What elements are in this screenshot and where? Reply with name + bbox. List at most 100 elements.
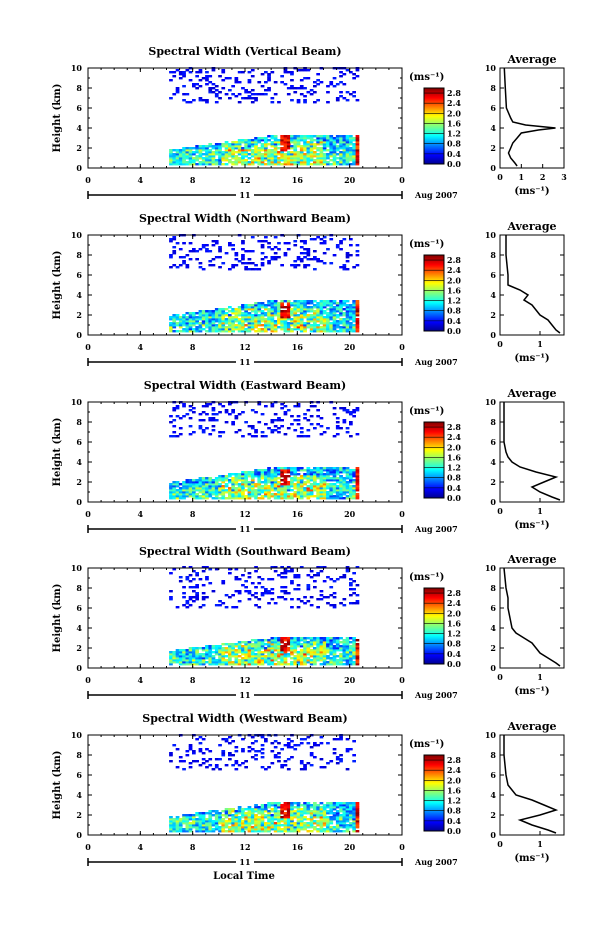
heatmap-cell	[260, 736, 265, 739]
heatmap-cell	[273, 302, 278, 305]
heatmap-cell	[322, 810, 327, 813]
heatmap-cell	[345, 320, 350, 323]
heatmap-cell	[283, 153, 288, 156]
heatmap-cell	[211, 655, 216, 658]
heatmap-cell	[264, 592, 268, 595]
heatmap-cell	[277, 820, 281, 823]
heatmap-cell	[293, 483, 298, 486]
heatmap-cell	[231, 324, 235, 327]
heatmap-cell	[205, 481, 209, 484]
heatmap-cell	[234, 157, 239, 160]
heatmap-cell	[306, 153, 311, 156]
heatmap-cell	[319, 643, 324, 646]
heatmap-cell	[349, 481, 353, 484]
heatmap-cell	[260, 320, 265, 323]
heatmap-cell	[250, 663, 255, 666]
heatmap-cell	[273, 304, 278, 307]
heatmap-cell	[349, 487, 353, 490]
heatmap-cell	[192, 655, 196, 658]
average-x-tick-label: 1	[537, 339, 543, 349]
heatmap-cell	[198, 161, 203, 164]
heatmap-cell	[201, 604, 206, 607]
heatmap-cell	[332, 497, 337, 500]
heatmap-cell	[319, 471, 324, 474]
heatmap-cell	[260, 306, 265, 309]
y-tick-label: 6	[76, 603, 82, 613]
heatmap-cell	[208, 758, 213, 761]
heatmap-cell	[322, 637, 327, 640]
heatmap-cell	[205, 405, 209, 408]
heatmap-cell	[201, 655, 206, 658]
heatmap-cell	[192, 659, 196, 662]
heatmap-cell	[224, 663, 229, 666]
heatmap-cell	[349, 304, 353, 307]
heatmap-cell	[313, 467, 317, 470]
heatmap-cell	[293, 163, 298, 166]
heatmap-cell	[329, 659, 334, 662]
heatmap-cell	[247, 812, 252, 815]
heatmap-cell	[329, 262, 334, 265]
heatmap-cell	[250, 250, 255, 253]
heatmap-cell	[231, 481, 235, 484]
y-tick-label: 0	[76, 330, 82, 340]
heatmap-cell	[195, 145, 199, 148]
heatmap-cell	[345, 471, 350, 474]
heatmap-cell	[254, 643, 258, 646]
heatmap-cell	[273, 471, 278, 474]
heatmap-cell	[349, 435, 353, 438]
heatmap-cell	[195, 489, 199, 492]
heatmap-cell	[283, 71, 288, 74]
heatmap-cell	[335, 818, 340, 821]
heatmap-cell	[205, 485, 209, 488]
heatmap-cell	[205, 427, 209, 430]
heatmap-cell	[231, 810, 235, 813]
heatmap-cell	[309, 746, 314, 749]
heatmap-cell	[306, 316, 311, 319]
heatmap-cell	[299, 431, 304, 434]
heatmap-cell	[182, 85, 186, 88]
heatmap-cell	[339, 141, 343, 144]
heatmap-cell	[306, 574, 311, 577]
heatmap-cell	[205, 748, 209, 751]
heatmap-cell	[257, 659, 262, 662]
heatmap-cell	[214, 653, 219, 656]
heatmap-cell	[250, 153, 255, 156]
heatmap-cell	[345, 316, 350, 319]
heatmap-cell	[280, 425, 284, 428]
heatmap-cell	[188, 766, 193, 769]
heatmap-cell	[195, 598, 199, 601]
heatmap-cell	[247, 649, 252, 652]
heatmap-cell	[182, 483, 186, 486]
heatmap-cell	[169, 493, 173, 496]
heatmap-cell	[224, 477, 229, 480]
heatmap-cell	[254, 302, 258, 305]
y-tick-label: 8	[76, 83, 82, 93]
heatmap-cell	[332, 312, 337, 315]
heatmap-cell	[237, 816, 242, 819]
heatmap-cell	[218, 655, 222, 658]
heatmap-cell	[313, 802, 317, 805]
heatmap-cell	[234, 824, 239, 827]
colorbar	[423, 87, 445, 165]
heatmap-cell	[175, 266, 180, 269]
colorbar-tick-label: 2.4	[447, 432, 461, 442]
heatmap-cell	[345, 647, 350, 650]
heatmap-cell	[306, 806, 311, 809]
heatmap-cell	[264, 810, 268, 813]
heatmap-cell	[208, 814, 213, 817]
heatmap-cell	[175, 407, 180, 410]
heatmap-cell	[260, 495, 265, 498]
heatmap-cell	[228, 659, 232, 662]
heatmap-cell	[319, 141, 324, 144]
heatmap-cell	[178, 163, 183, 166]
heatmap-cell	[339, 135, 343, 138]
heatmap-cell	[322, 483, 327, 486]
heatmap-cell	[326, 477, 330, 480]
heatmap-cell	[241, 471, 245, 474]
heatmap-cell	[273, 155, 278, 158]
heatmap-cell	[188, 409, 193, 412]
heatmap-cell	[231, 645, 235, 648]
heatmap-cell	[241, 495, 245, 498]
heatmap-cell	[172, 419, 177, 422]
heatmap-cell	[254, 483, 258, 486]
